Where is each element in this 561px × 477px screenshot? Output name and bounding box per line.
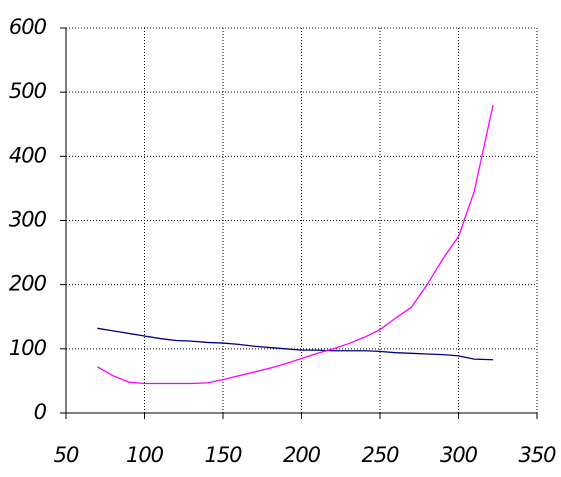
y-tick-label: 300 [9, 208, 47, 232]
y-tick-label: 100 [9, 336, 47, 360]
x-tick-label: 100 [126, 443, 164, 467]
x-tick-label: 200 [283, 443, 321, 467]
line-series [97, 327, 494, 361]
y-tick-label: 200 [9, 272, 47, 296]
y-tick-label: 600 [9, 15, 47, 39]
x-tick-label: 350 [518, 443, 556, 467]
y-tick-label: 400 [9, 143, 47, 167]
y-tick-label: 500 [9, 79, 47, 103]
x-tick-label: 150 [204, 443, 242, 467]
y-tick-label: 0 [34, 400, 47, 424]
x-tick-label: 50 [54, 443, 79, 467]
line-series [97, 104, 494, 385]
x-tick-label: 300 [440, 443, 478, 467]
x-tick-label: 250 [361, 443, 399, 467]
